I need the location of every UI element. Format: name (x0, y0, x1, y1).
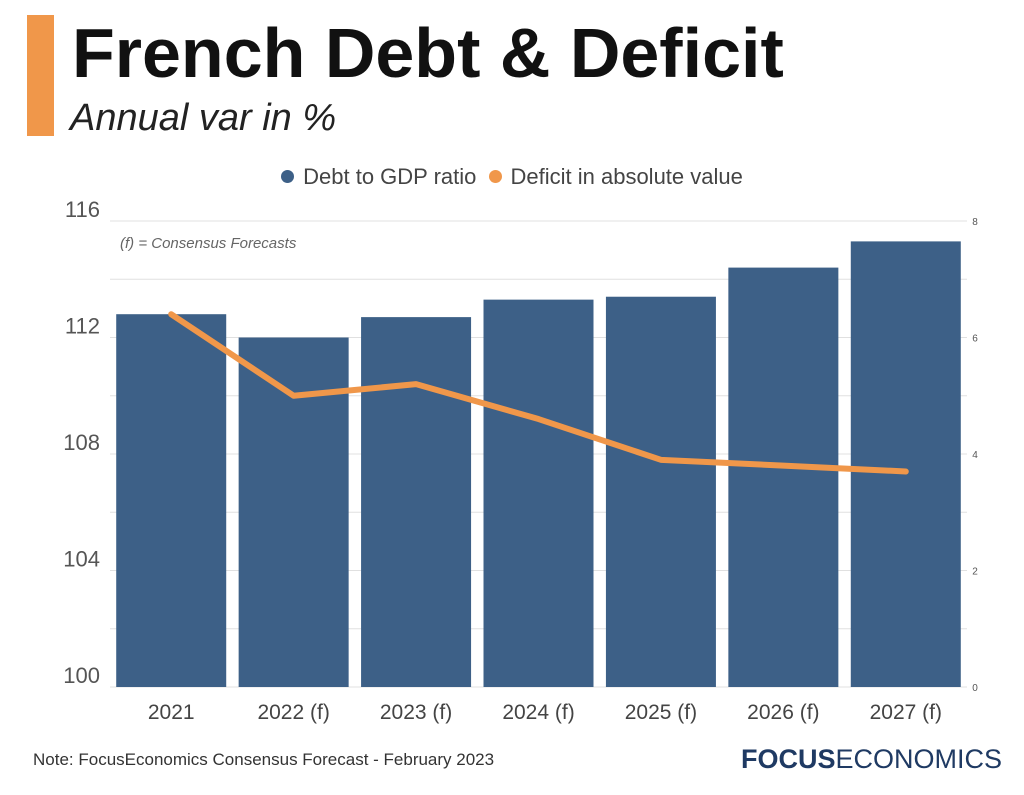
x-tick-label: 2023 (f) (380, 701, 452, 724)
x-tick-label: 2021 (148, 701, 195, 724)
y-left-tick-label: 104 (63, 547, 100, 572)
x-tick-label: 2027 (f) (870, 701, 942, 724)
logo-text-light: ECONOMICS (835, 744, 1002, 774)
legend-label-deficit: Deficit in absolute value (510, 163, 743, 189)
bar-debt (116, 314, 227, 687)
bar-debt (850, 241, 961, 687)
brand-logo: FOCUSECONOMICS (741, 744, 1002, 775)
y-left-tick-label: 112 (65, 314, 100, 339)
x-tick-label: 2025 (f) (625, 701, 697, 724)
y-right-tick-label: 6 (972, 334, 978, 345)
bar-debt (728, 267, 839, 687)
y-left-tick-label: 116 (65, 197, 100, 222)
legend-swatch-debt (281, 170, 295, 183)
chart-subtitle: Annual var in % (70, 97, 337, 139)
legend-item-deficit: Deficit in absolute value (488, 163, 743, 190)
bar-debt (483, 299, 594, 687)
x-tick-label: 2024 (f) (502, 701, 574, 724)
x-tick-label: 2026 (f) (747, 701, 819, 724)
forecast-annotation: (f) = Consensus Forecasts (120, 235, 297, 252)
y-right-tick-label: 8 (972, 217, 978, 228)
bar-debt (361, 317, 472, 687)
legend-item-debt: Debt to GDP ratio (281, 164, 476, 190)
legend-label-debt: Debt to GDP ratio (303, 163, 477, 189)
legend-swatch-deficit (488, 170, 502, 183)
y-right-tick-label: 2 (972, 567, 978, 578)
chart-plot: 100 104 108 112 116 0 2 4 6 8 (f) = Consensus Fore… (63, 197, 978, 724)
y-right-tick-label: 4 (972, 450, 978, 461)
y-left-tick-label: 108 (63, 430, 100, 455)
footer-note: Note: FocusEconomics Consensus Forecast … (33, 750, 495, 769)
y-right-tick-label: 0 (972, 683, 978, 694)
bar-debt (605, 296, 716, 687)
logo-text-bold: FOCUS (740, 744, 836, 774)
title-accent-bar (27, 15, 54, 136)
y-left-tick-label: 100 (63, 663, 100, 688)
chart-title: French Debt & Deficit (72, 14, 784, 92)
chart-legend: Debt to GDP ratio Deficit in absolute va… (0, 163, 1024, 190)
x-tick-label: 2022 (f) (257, 701, 329, 724)
